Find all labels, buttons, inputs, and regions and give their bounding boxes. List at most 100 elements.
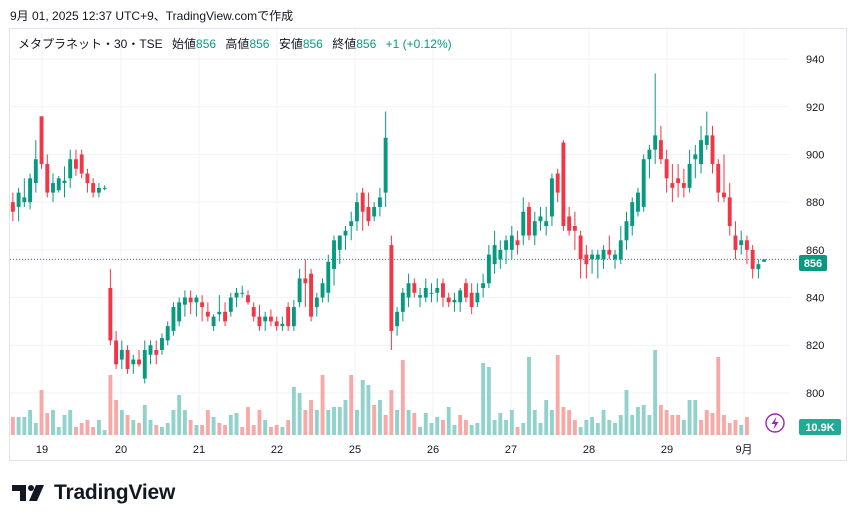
candle-body [337,235,342,250]
volume-bar [544,400,549,435]
candle [205,302,210,322]
candle [670,164,675,203]
candle-body [62,180,67,184]
candle-body [492,245,497,265]
candle [291,299,296,331]
candle-body [446,297,451,303]
candle-body [469,292,474,308]
volume-bar [45,413,50,435]
candle-body [205,311,210,317]
candle [727,183,732,236]
candle-body [366,206,371,222]
volume-bar [349,375,354,435]
volume-bar [630,415,635,435]
candle [418,288,422,308]
candle-body [96,187,101,193]
volume-bar [56,427,61,435]
candle [636,187,640,217]
candle [96,183,101,198]
candle-body [377,197,382,207]
volume-bar [389,390,394,435]
change-value: +1 (+0.12%) [385,37,452,51]
candle [39,116,44,169]
candle [549,173,554,226]
volume-bar [624,390,629,435]
candle-body [463,283,468,298]
candle [377,187,382,217]
tradingview-wordmark: TradingView [54,481,176,504]
volume-bar [39,390,44,435]
volume-bar [263,420,268,435]
candle-body [733,235,738,250]
candle-body [658,140,663,160]
volume-bar [572,420,577,435]
candle [435,278,440,303]
candle-body [349,221,354,226]
candle-body [538,216,543,222]
candle [102,185,107,191]
candle [515,230,520,255]
tradingview-logo[interactable]: TradingView [12,480,175,506]
candle [647,144,652,179]
candle [314,292,319,317]
candle [343,226,348,250]
candle-body [102,187,107,189]
candle [165,321,170,346]
candle-body [343,230,348,236]
volume-bar [337,407,342,435]
lightning-icon[interactable] [765,413,785,433]
candle [263,311,268,331]
volume-bar [687,400,692,435]
candle-body [578,235,583,260]
candle-body [125,350,130,370]
candle [733,221,738,260]
volume-bar [148,420,153,435]
candle [22,178,27,207]
candle-body [756,264,761,269]
candle-body [309,273,314,317]
candle-body [676,178,681,184]
volume-bar [68,410,73,435]
volume-bar [114,400,119,435]
volume-bar [108,375,113,435]
symbol-label[interactable]: メタプラネット・30・TSE [18,37,163,51]
candle [91,178,96,198]
candle [200,295,205,322]
candle [750,245,755,279]
volume-bar [177,395,182,435]
candle-body [200,302,205,308]
volume-bar [733,420,738,435]
candle [74,149,78,176]
x-tick-label: 26 [427,444,439,456]
y-axis: 940 920 900 880 860 840 820 800 [806,54,824,400]
volume-bar [435,417,440,435]
candle-body [291,307,296,327]
candle [56,175,61,193]
candle-body [435,288,440,293]
candle [360,187,365,231]
candle [498,240,503,269]
volume-bar [10,417,15,435]
candle-body [572,226,577,231]
high-label: 高値 [225,37,250,51]
candle-body [263,316,268,322]
candle [188,290,193,315]
volume-bar [681,420,686,435]
candle [607,235,612,260]
candle [641,154,646,212]
grid-lines [10,30,790,440]
candle-body [475,292,480,303]
volume-bar [699,420,703,435]
candle-body [544,221,549,226]
volume-bar [142,405,147,435]
candle [613,249,617,269]
candle-body [624,221,629,241]
candle [532,211,537,246]
volume-bar [355,410,359,435]
volume-bar [595,423,600,435]
volume-bar [458,415,463,435]
volume-bar [320,375,325,435]
volume-bar [400,360,405,435]
candle [372,202,377,222]
